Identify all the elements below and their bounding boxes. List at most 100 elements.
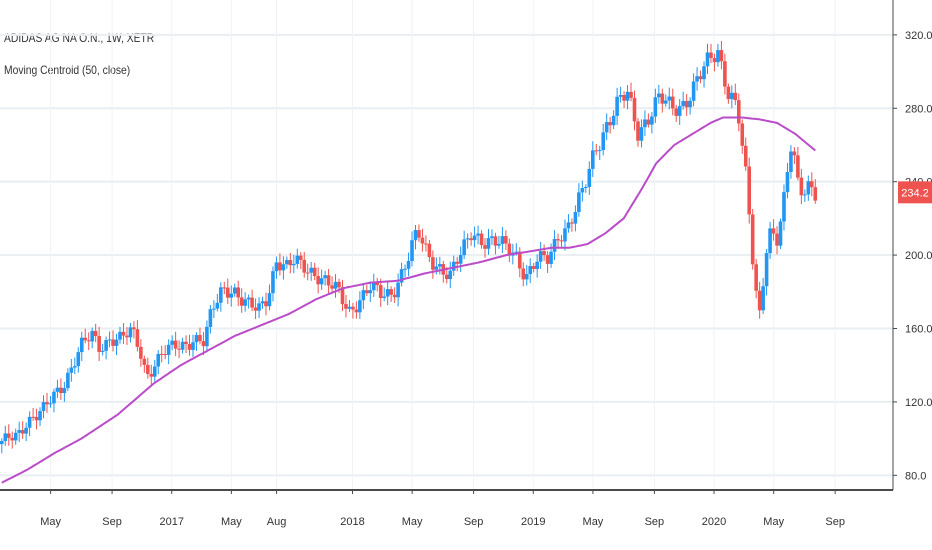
candle-body [135, 329, 140, 347]
candle-22 [76, 347, 81, 373]
candle-body [298, 255, 303, 260]
candle-body [41, 402, 46, 412]
candle-104 [361, 284, 366, 310]
candle-body [789, 151, 793, 173]
candle-body [156, 353, 161, 367]
candle-body [191, 342, 195, 350]
candle-54 [187, 334, 192, 356]
candle-body [347, 306, 352, 309]
candle-body [803, 194, 807, 196]
candle-body [83, 337, 88, 341]
candle-171 [594, 144, 599, 156]
candle-body [337, 281, 341, 288]
candle-93 [323, 270, 327, 286]
candle-82 [285, 256, 289, 269]
candle-186 [646, 113, 651, 128]
candle-116 [403, 264, 407, 278]
candle-184 [639, 119, 644, 148]
candle-body [545, 255, 550, 264]
candle-body [20, 430, 25, 434]
candle-body [587, 168, 592, 188]
indicator-legend[interactable]: Moving Centroid (50, close) [4, 63, 131, 77]
candle-body [382, 296, 387, 298]
candle-26 [90, 327, 94, 349]
candle-body [76, 352, 81, 367]
candle-5 [17, 421, 21, 442]
candle-body [267, 293, 272, 307]
candle-body [219, 287, 223, 303]
candle-body [458, 255, 463, 264]
candle-body [705, 52, 710, 67]
y-tick-label: 280.0 [905, 103, 932, 115]
candle-91 [316, 267, 320, 294]
candle-220 [764, 249, 769, 296]
candle-159 [552, 230, 557, 261]
candle-body [399, 269, 404, 283]
candle-body [782, 192, 786, 222]
candle-21 [73, 357, 77, 375]
candle-body [528, 266, 533, 275]
candle-body [799, 177, 804, 196]
candle-body [375, 282, 380, 286]
candle-144 [500, 227, 505, 253]
candle-228 [792, 147, 797, 165]
candle-body [333, 281, 338, 289]
candle-body [111, 339, 115, 346]
candle-163 [566, 214, 571, 233]
candle-body [55, 387, 60, 392]
candle-body [45, 402, 49, 405]
candle-136 [472, 226, 477, 248]
candle-9 [31, 407, 35, 421]
candle-230 [799, 168, 804, 205]
candle-224 [778, 218, 783, 249]
candle-body [389, 289, 393, 295]
candle-31 [107, 331, 112, 348]
candle-141 [490, 229, 494, 245]
candle-27 [93, 323, 98, 343]
candle-176 [611, 110, 616, 130]
candle-body [785, 172, 790, 193]
candle-193 [670, 88, 675, 116]
x-axis[interactable]: May Sep 2017 May Aug 2018 May Sep 2019 May Sep 2020… [40, 490, 845, 528]
candle-body [611, 115, 616, 126]
candle-body [444, 274, 449, 280]
candle-body [163, 354, 167, 356]
candle-150 [521, 262, 526, 287]
candle-7 [24, 422, 28, 442]
candle-73 [253, 298, 258, 320]
candle-90 [312, 262, 317, 281]
candle-body [604, 122, 609, 133]
candle-191 [663, 94, 668, 107]
candle-204 [709, 43, 713, 64]
candle-body [73, 366, 77, 368]
candle-body [27, 416, 32, 428]
candle-218 [757, 281, 762, 319]
y-tick-label: 200.0 [905, 250, 932, 262]
candle-body [368, 290, 373, 294]
candle-body [406, 260, 411, 269]
candle-208 [723, 53, 727, 95]
candle-99 [344, 294, 348, 318]
candle-153 [531, 263, 536, 273]
candle-47 [163, 345, 167, 360]
candle-body [225, 287, 230, 298]
candle-body [514, 251, 519, 253]
candle-body [323, 275, 327, 279]
candle-179 [622, 91, 626, 108]
candle-body [681, 100, 685, 107]
candle-body [285, 260, 289, 265]
candle-body [159, 353, 164, 355]
candle-body [730, 92, 734, 100]
candle-231 [803, 189, 807, 202]
candle-52 [180, 337, 185, 354]
candle-122 [424, 235, 428, 252]
x-tick-label: Sep [102, 516, 122, 528]
candle-body [504, 236, 508, 244]
candle-body [688, 100, 692, 108]
candle-149 [517, 247, 522, 278]
candle-body [330, 285, 334, 289]
candle-body [378, 285, 383, 298]
candle-140 [486, 228, 491, 255]
